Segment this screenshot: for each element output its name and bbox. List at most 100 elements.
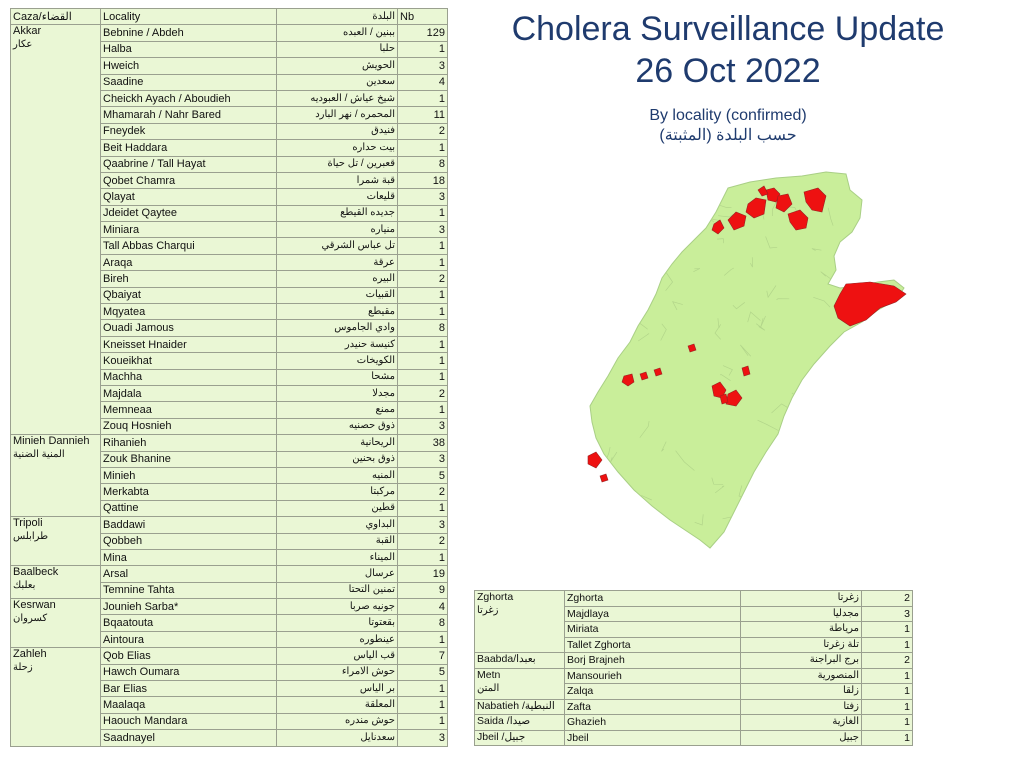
locality-cell: Mhamarah / Nahr Bared [100,106,277,124]
count-cell: 1 [397,680,448,698]
header-caza: Caza/القضاء [10,7,101,26]
count-cell: 1 [397,286,448,305]
locality-cell: Hawch Oumara [100,663,277,682]
locality-cell: Zghorta [564,590,741,607]
affected-area-akkar-4 [775,193,793,213]
count-cell: 129 [397,24,448,42]
affected-area-akkar-8 [757,185,769,197]
locality-ar-cell: حوش الامراء [276,663,398,682]
caza-name: Kesrwan [13,599,56,612]
count-cell: 2 [397,532,448,550]
locality-cell: Qbaiyat [100,286,277,305]
count-cell: 1 [861,714,913,731]
affected-area-arsal [833,281,907,327]
locality-ar-cell: زفتا [740,698,862,715]
table-row: Majdlaya مجدليا 3 [475,605,913,622]
locality-cell: Merkabta [100,483,277,501]
caza-cell: Baalbeck بعلبك [10,565,101,600]
affected-area-akkar-5 [787,209,809,231]
locality-ar-cell: قب الياس [276,647,398,665]
count-cell: 1 [397,712,448,731]
count-cell: 3 [397,188,448,206]
table-row: Zalqa زلقا 1 [475,683,913,700]
locality-ar-cell: الحويش [276,57,398,75]
count-cell: 4 [397,73,448,91]
locality-cell: Saadnayel [100,729,277,747]
table-row: Machha مشحا 1 [11,368,448,386]
table-row: Hweich الحويش 3 [11,57,448,75]
count-cell: 2 [397,122,448,141]
locality-cell: Mqyatea [100,303,277,321]
count-cell: 1 [397,630,448,649]
locality-cell: Jounieh Sarba* [100,598,277,616]
locality-ar-cell: بر الياس [276,680,398,698]
locality-ar-cell: المنيه [276,466,398,485]
locality-cell: Borj Brajneh [564,652,741,669]
count-cell: 1 [861,621,913,638]
count-cell: 5 [397,663,448,682]
table-header-row: Caza/القضاء Locality البلدة Nb [10,7,448,26]
count-cell: 38 [397,434,448,452]
table-row: Cheickh Ayach / Aboudieh شيخ عياش / العبو… [11,89,448,108]
table-row: Nabatieh /النبطية Zafta زفتا 1 [474,698,913,715]
count-cell: 1 [861,636,913,653]
table-row: Kneisset Hnaider كنيسة حنيدر 1 [11,335,448,354]
count-cell: 1 [397,139,448,157]
locality-ar-cell: برج البراجنة [740,652,862,669]
locality-cell: Fneydek [100,122,277,141]
affected-area-akkar-6 [803,187,827,213]
locality-ar-cell: زلقا [740,683,862,700]
locality-cell: Qattine [100,499,277,518]
locality-cell: Qob Elias [100,647,277,665]
locality-cell: Minieh [100,466,277,485]
locality-cell: Hweich [100,57,277,75]
locality-cell: Zouk Bhanine [100,450,277,468]
table-row: Bar Elias بر الياس 1 [11,680,448,698]
locality-cell: Arsal [100,565,277,583]
count-cell: 1 [397,401,448,419]
locality-cell: Ghazieh [564,714,741,731]
table-row: Minieh المنيه 5 [11,466,448,485]
caza-name: Akkar [13,25,42,38]
count-cell: 3 [397,729,448,747]
caza-name: Zghorta [477,591,514,604]
locality-ar-cell: مرياطة [740,621,862,638]
table-row: Qobet Chamra قبة شمرا 18 [11,171,448,190]
count-cell: 7 [397,647,448,665]
count-cell: 1 [861,729,913,746]
table-row: Saadnayel سعدنايل 3 [11,729,448,747]
caza-name: Tripoli [13,517,43,530]
caza-name-ar: المنية الضنية [13,449,65,461]
locality-cell: Majdlaya [564,605,741,622]
table-row: Jbeil /جبيل Jbeil جبيل 1 [474,729,913,746]
locality-cell: Zouq Hosnieh [100,417,277,436]
caza-name: Minieh Dannieh [13,435,90,448]
locality-cell: Bebnine / Abdeh [100,24,277,42]
affected-area-zahleh-3 [741,365,751,377]
caza-cell: Tripoli طرابلس [10,516,101,567]
locality-cell: Beit Haddara [100,139,277,157]
count-cell: 3 [397,450,448,468]
locality-ar-cell: جونيه صربا [276,598,398,616]
count-cell: 1 [397,40,448,59]
subtitle-ar: حسب البلدة (المثبتة) [659,127,797,144]
header-locality-ar: البلدة [276,7,398,26]
count-cell: 1 [397,499,448,518]
table-row: Mhamarah / Nahr Bared المحمره / نهر البار… [11,106,448,124]
locality-table-left: Caza/القضاء Locality البلدة Nb Akkar عكار… [10,7,448,747]
affected-localities [587,185,907,483]
locality-ar-cell: وادي الجاموس [276,319,398,337]
affected-area-kesrwan-1 [621,373,635,387]
caza-name: Baalbeck [13,566,59,579]
count-cell: 4 [397,598,448,616]
count-cell: 3 [861,605,913,622]
count-cell: 1 [397,253,448,272]
locality-ar-cell: سعدنايل [276,729,398,747]
table-row: Zahleh زحلة Qob Elias قب الياس 7 [10,647,448,747]
locality-cell: Rihanieh [100,434,277,452]
caza-cell: Zghorta زغرتا [474,590,565,653]
caza-cell: Jbeil /جبيل [474,729,565,746]
locality-cell: Tallet Zghorta [564,636,741,653]
count-cell: 2 [861,652,913,669]
caza-name: Saida /صيدا [477,715,531,727]
